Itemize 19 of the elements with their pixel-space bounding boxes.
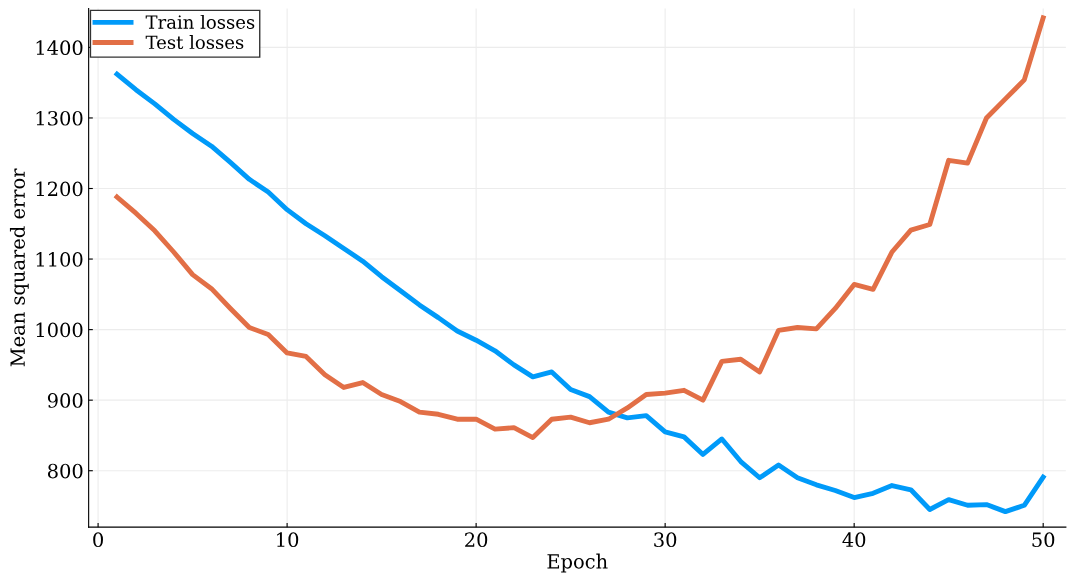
y-tick-label: 1200 [36,181,83,197]
legend-label: Test losses [145,35,244,50]
legend-label: Train losses [145,14,255,29]
y-tick-label: 1100 [36,252,83,267]
y-tick-label: 800 [47,463,83,479]
x-tick-label: 0 [93,532,103,548]
x-tick-label: 20 [465,532,488,548]
x-tick-label: 30 [654,532,677,548]
y-tick-label: 1000 [36,322,83,338]
line-series [114,15,1046,440]
x-tick-label: 40 [842,532,866,548]
y-tick-label: 1300 [36,110,83,126]
x-tick-label: 10 [277,532,299,548]
y-tick-label: 1400 [36,40,83,56]
x-axis-title: Epoch [547,553,608,573]
line-series [114,71,1046,515]
x-tick-label: 50 [1032,532,1055,548]
y-axis-title: Mean squared error [9,168,29,367]
y-tick-label: 900 [47,393,83,408]
